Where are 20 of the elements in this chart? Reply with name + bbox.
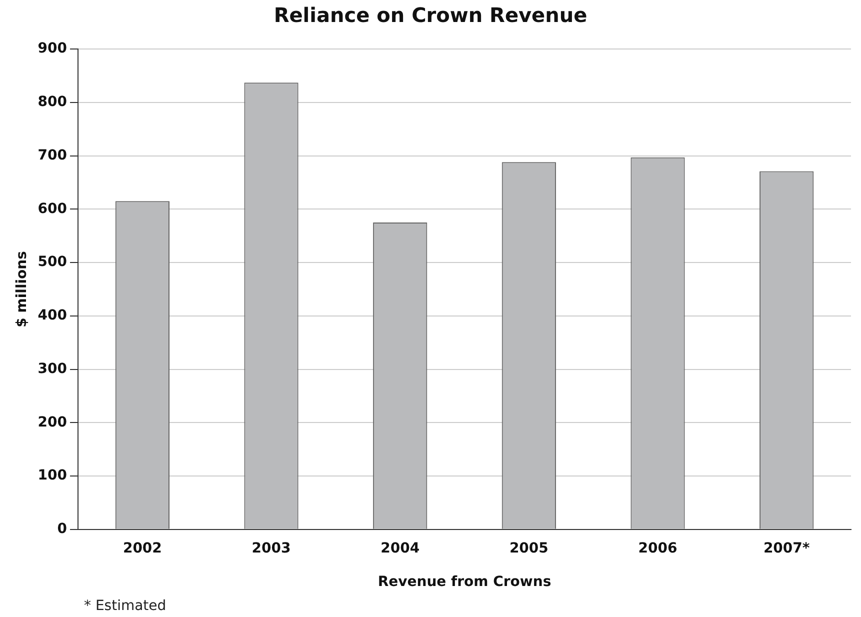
y-tick-label: 100 bbox=[38, 468, 68, 484]
y-axis-title: $ millions bbox=[14, 251, 30, 328]
x-tick-label: 2004 bbox=[380, 540, 420, 556]
chart-title: Reliance on Crown Revenue bbox=[274, 3, 588, 28]
x-tick-label: 2005 bbox=[509, 540, 548, 556]
y-tick-label: 400 bbox=[38, 308, 68, 324]
y-tick-label: 900 bbox=[38, 40, 68, 57]
x-tick-label: 2006 bbox=[638, 540, 678, 556]
y-tick-label: 600 bbox=[38, 200, 68, 217]
y-tick-label: 200 bbox=[38, 414, 68, 430]
x-tick-label: 2007* bbox=[763, 540, 810, 556]
y-tick-label: 800 bbox=[38, 94, 68, 110]
y-tick-label: 700 bbox=[38, 147, 68, 164]
text: * Estimated bbox=[84, 598, 166, 614]
x-tick-label: 2002 bbox=[122, 540, 162, 556]
y-tick-label: 0 bbox=[57, 521, 68, 538]
y-tick-label: 300 bbox=[38, 360, 68, 377]
x-tick-label: 2003 bbox=[252, 540, 291, 556]
y-tick-label: 500 bbox=[38, 254, 68, 270]
x-axis-title: Revenue from Crowns bbox=[378, 574, 552, 590]
